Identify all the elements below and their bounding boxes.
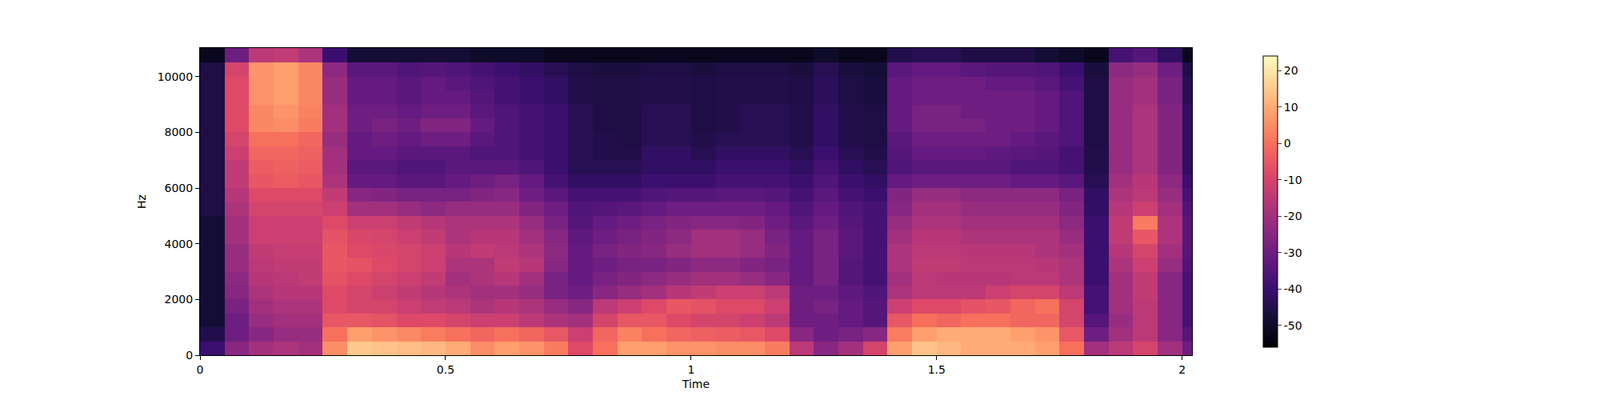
svg-text:2000: 2000	[164, 292, 194, 306]
svg-text:-50: -50	[1284, 319, 1303, 332]
svg-text:10000: 10000	[157, 70, 194, 84]
svg-text:-20: -20	[1284, 209, 1303, 223]
svg-text:0.5: 0.5	[436, 363, 455, 376]
svg-text:Time: Time	[681, 377, 710, 391]
svg-text:-40: -40	[1284, 282, 1303, 296]
svg-text:Hz: Hz	[135, 194, 148, 209]
svg-text:0: 0	[196, 363, 204, 376]
svg-text:-30: -30	[1284, 246, 1303, 260]
svg-text:0: 0	[1284, 136, 1292, 150]
svg-text:4000: 4000	[164, 237, 194, 251]
svg-text:10: 10	[1284, 100, 1299, 114]
svg-text:-10: -10	[1284, 173, 1303, 187]
svg-text:6000: 6000	[164, 181, 194, 195]
svg-text:1.5: 1.5	[928, 363, 946, 376]
svg-text:2: 2	[1178, 363, 1186, 376]
svg-text:1: 1	[687, 363, 695, 376]
svg-text:20: 20	[1284, 64, 1299, 77]
svg-text:0: 0	[185, 348, 193, 362]
svg-text:8000: 8000	[164, 125, 194, 139]
